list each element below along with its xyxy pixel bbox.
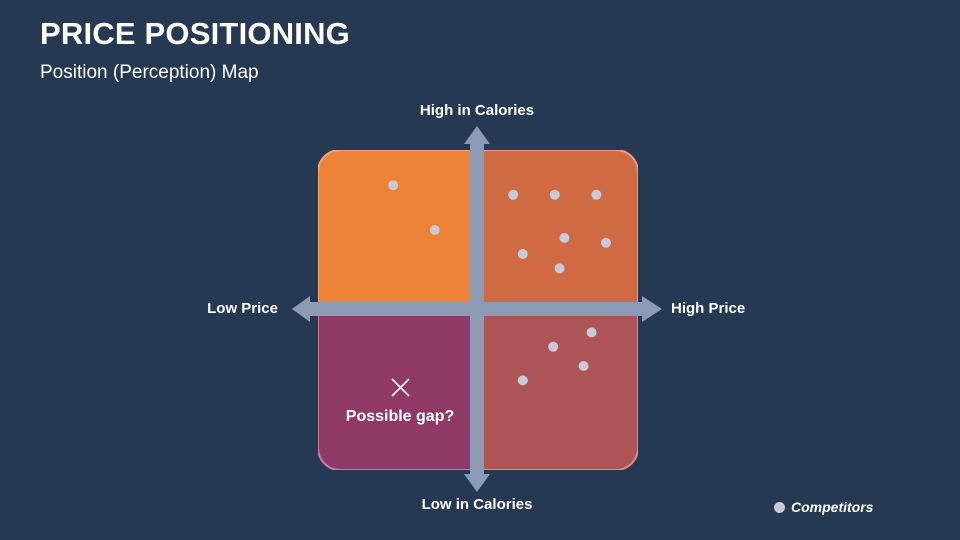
axis-arrows xyxy=(292,126,662,492)
quadrant-bottom-right xyxy=(478,310,638,470)
competitor-dot xyxy=(586,327,597,338)
competitor-dot xyxy=(578,361,589,371)
competitor-dot xyxy=(388,180,399,191)
slide-subtitle: Position (Perception) Map xyxy=(40,62,259,83)
possible-gap-label: Possible gap? xyxy=(345,408,455,425)
competitor-dot xyxy=(554,263,565,274)
vertical-axis-bar xyxy=(470,140,484,482)
competitor-dot xyxy=(601,237,611,248)
legend-dot-icon xyxy=(774,501,785,513)
top-arrowhead xyxy=(464,126,490,144)
competitor-dot xyxy=(429,225,440,235)
legend-label-competitors: Competitors xyxy=(791,499,874,515)
axis-label-high-calories: High in Calories xyxy=(419,102,535,119)
axis-label-low-calories: Low in Calories xyxy=(421,496,533,513)
competitor-dot xyxy=(517,375,528,386)
axis-label-low-price: Low Price xyxy=(207,300,278,317)
x-mark-icon xyxy=(391,378,410,397)
quadrant-top-right xyxy=(478,150,638,310)
legend: Competitors xyxy=(774,499,873,515)
competitor-dot xyxy=(591,189,602,200)
competitor-dot xyxy=(548,341,559,352)
right-arrowhead xyxy=(642,296,662,322)
competitor-dot xyxy=(549,189,560,200)
bottom-arrowhead xyxy=(464,474,490,492)
quadrant-top-left xyxy=(318,150,478,310)
competitor-dot xyxy=(517,249,528,259)
competitor-dots xyxy=(388,180,611,386)
competitor-dot xyxy=(559,233,570,243)
slide-title: PRICE POSITIONING xyxy=(40,16,350,51)
left-arrowhead xyxy=(292,296,310,322)
axis-label-high-price: High Price xyxy=(671,300,746,317)
competitor-dot xyxy=(508,189,519,200)
